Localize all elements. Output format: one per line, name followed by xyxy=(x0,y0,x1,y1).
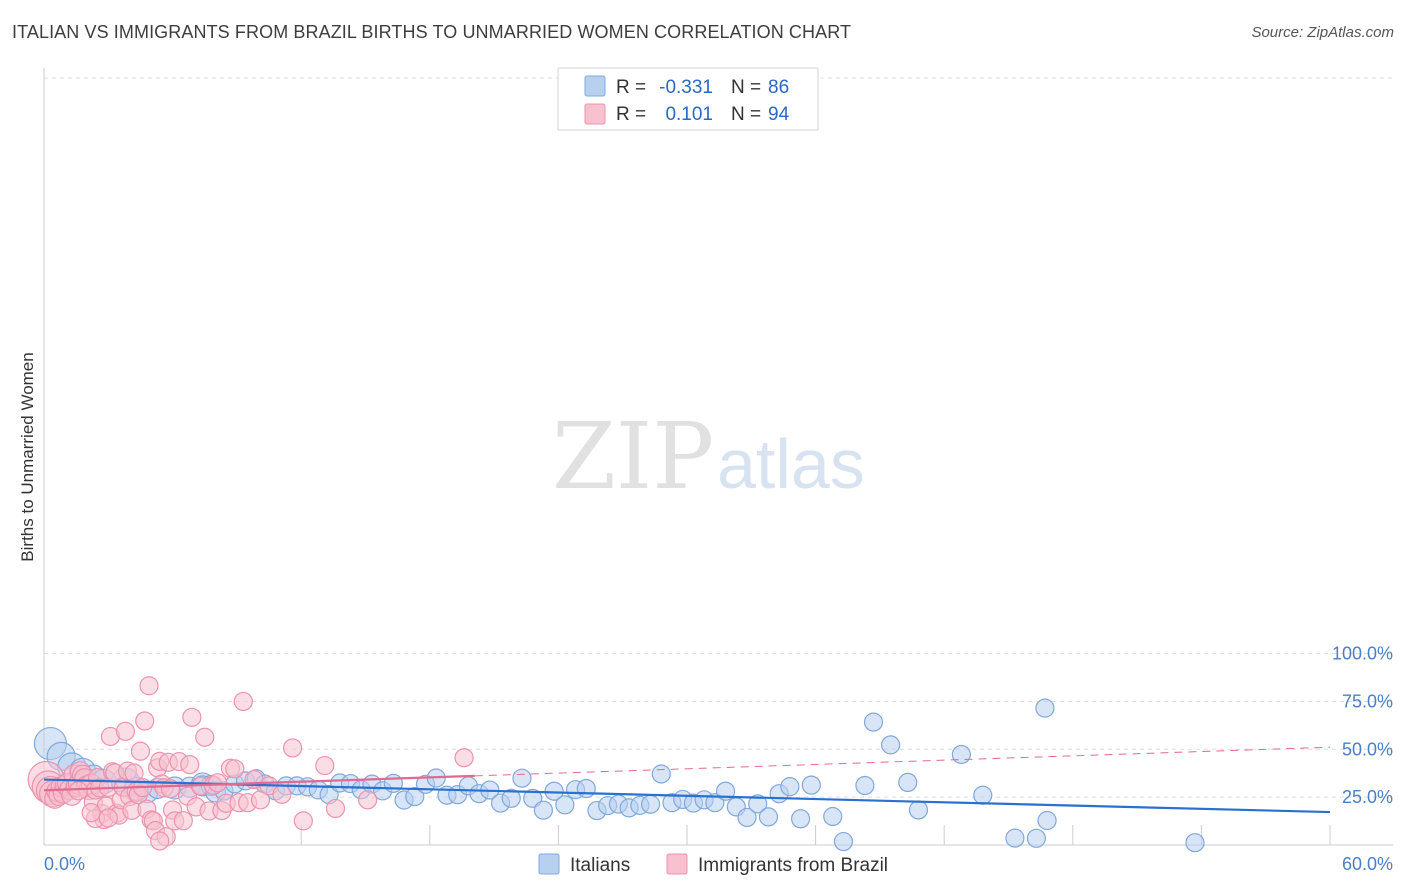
point-italians xyxy=(1026,828,1046,848)
source-label: Source: ZipAtlas.com xyxy=(1251,24,1394,41)
stats-n-value-italians: 86 xyxy=(768,77,789,98)
point-italians xyxy=(1005,828,1025,848)
stats-r-value-italians: -0.331 xyxy=(659,77,713,98)
series-legend-label-brazil: Immigrants from Brazil xyxy=(698,855,888,876)
data-points xyxy=(27,676,1205,853)
point-italians xyxy=(555,795,575,815)
point-brazil xyxy=(283,738,303,758)
point-italians xyxy=(501,788,521,808)
point-italians xyxy=(898,772,918,793)
stats-legend-swatch-italians xyxy=(584,75,606,97)
series-legend-swatch-brazil xyxy=(666,853,688,875)
point-italians xyxy=(823,806,843,827)
point-brazil xyxy=(358,790,378,810)
point-brazil xyxy=(135,711,155,731)
point-brazil xyxy=(81,803,101,823)
point-italians xyxy=(790,809,811,829)
point-italians xyxy=(651,764,671,784)
point-italians xyxy=(855,775,875,796)
point-italians xyxy=(640,794,661,814)
point-brazil xyxy=(180,755,200,775)
watermark-zip: ZIP xyxy=(552,403,714,510)
stats-legend: R = -0.331 N = 86 R = 0.101 N = 94 xyxy=(557,67,819,131)
point-italians xyxy=(748,794,768,814)
y-tick-label: 25.0% xyxy=(1342,787,1393,807)
trend-line-brazil xyxy=(43,774,475,792)
point-brazil xyxy=(293,811,313,831)
point-italians xyxy=(737,807,757,828)
series-legend: Italians Immigrants from Brazil xyxy=(538,853,888,876)
point-italians xyxy=(780,777,800,797)
chart-title: ITALIAN VS IMMIGRANTS FROM BRAZIL BIRTHS… xyxy=(12,22,852,42)
point-italians xyxy=(863,712,884,732)
stats-n-label-italians: N = xyxy=(731,77,761,98)
stats-n-value-brazil: 94 xyxy=(768,104,790,125)
stats-r-label-italians: R = xyxy=(616,77,646,98)
point-brazil xyxy=(68,781,88,801)
point-brazil xyxy=(115,721,136,741)
point-italians xyxy=(1185,833,1205,853)
point-brazil xyxy=(160,779,181,799)
point-brazil xyxy=(182,707,202,727)
axes: 25.0% 50.0% 75.0% 100.0% xyxy=(43,68,1393,846)
x-tick-label-min: 0.0% xyxy=(44,854,85,874)
point-italians xyxy=(533,800,553,820)
point-italians xyxy=(758,807,779,827)
point-brazil xyxy=(454,748,474,768)
point-italians xyxy=(1037,810,1057,831)
point-brazil xyxy=(195,727,215,747)
point-italians xyxy=(405,786,425,807)
trend-line-italians xyxy=(43,778,1331,814)
x-tick-label-max: 60.0% xyxy=(1342,854,1393,874)
point-brazil xyxy=(98,808,118,828)
stats-r-value-brazil: 0.101 xyxy=(665,104,713,125)
trend-lines xyxy=(43,746,1331,814)
point-brazil xyxy=(325,798,346,819)
stats-n-label-brazil: N = xyxy=(731,104,761,125)
y-tick-label: 75.0% xyxy=(1342,691,1393,711)
watermark: ZIP atlas xyxy=(552,403,865,510)
trend-line-brazil-dashed xyxy=(474,746,1331,777)
point-brazil xyxy=(315,755,335,776)
point-brazil xyxy=(233,691,253,712)
point-italians xyxy=(801,775,821,795)
y-tick-label: 50.0% xyxy=(1342,739,1393,759)
point-brazil xyxy=(225,759,245,779)
y-tick-label: 100.0% xyxy=(1332,644,1393,664)
point-italians xyxy=(908,800,929,820)
point-italians xyxy=(523,788,543,808)
point-brazil xyxy=(150,831,170,851)
watermark-atlas: atlas xyxy=(717,425,865,503)
point-brazil xyxy=(250,790,271,810)
stats-legend-swatch-brazil xyxy=(584,103,606,125)
point-italians xyxy=(512,768,532,788)
point-italians xyxy=(973,785,993,805)
y-axis-label: Births to Unmarried Women xyxy=(18,352,37,561)
point-italians xyxy=(1035,698,1055,718)
point-italians xyxy=(576,778,596,799)
point-brazil xyxy=(130,741,151,761)
point-brazil xyxy=(173,811,193,831)
point-italians xyxy=(833,831,854,852)
point-italians xyxy=(881,735,901,755)
point-brazil xyxy=(272,784,292,804)
point-italians xyxy=(951,744,971,765)
point-brazil xyxy=(139,676,159,696)
stats-r-label-brazil: R = xyxy=(616,104,646,125)
point-italians xyxy=(383,773,403,793)
series-legend-label-italians: Italians xyxy=(570,855,630,876)
series-legend-swatch-italians xyxy=(538,853,560,875)
